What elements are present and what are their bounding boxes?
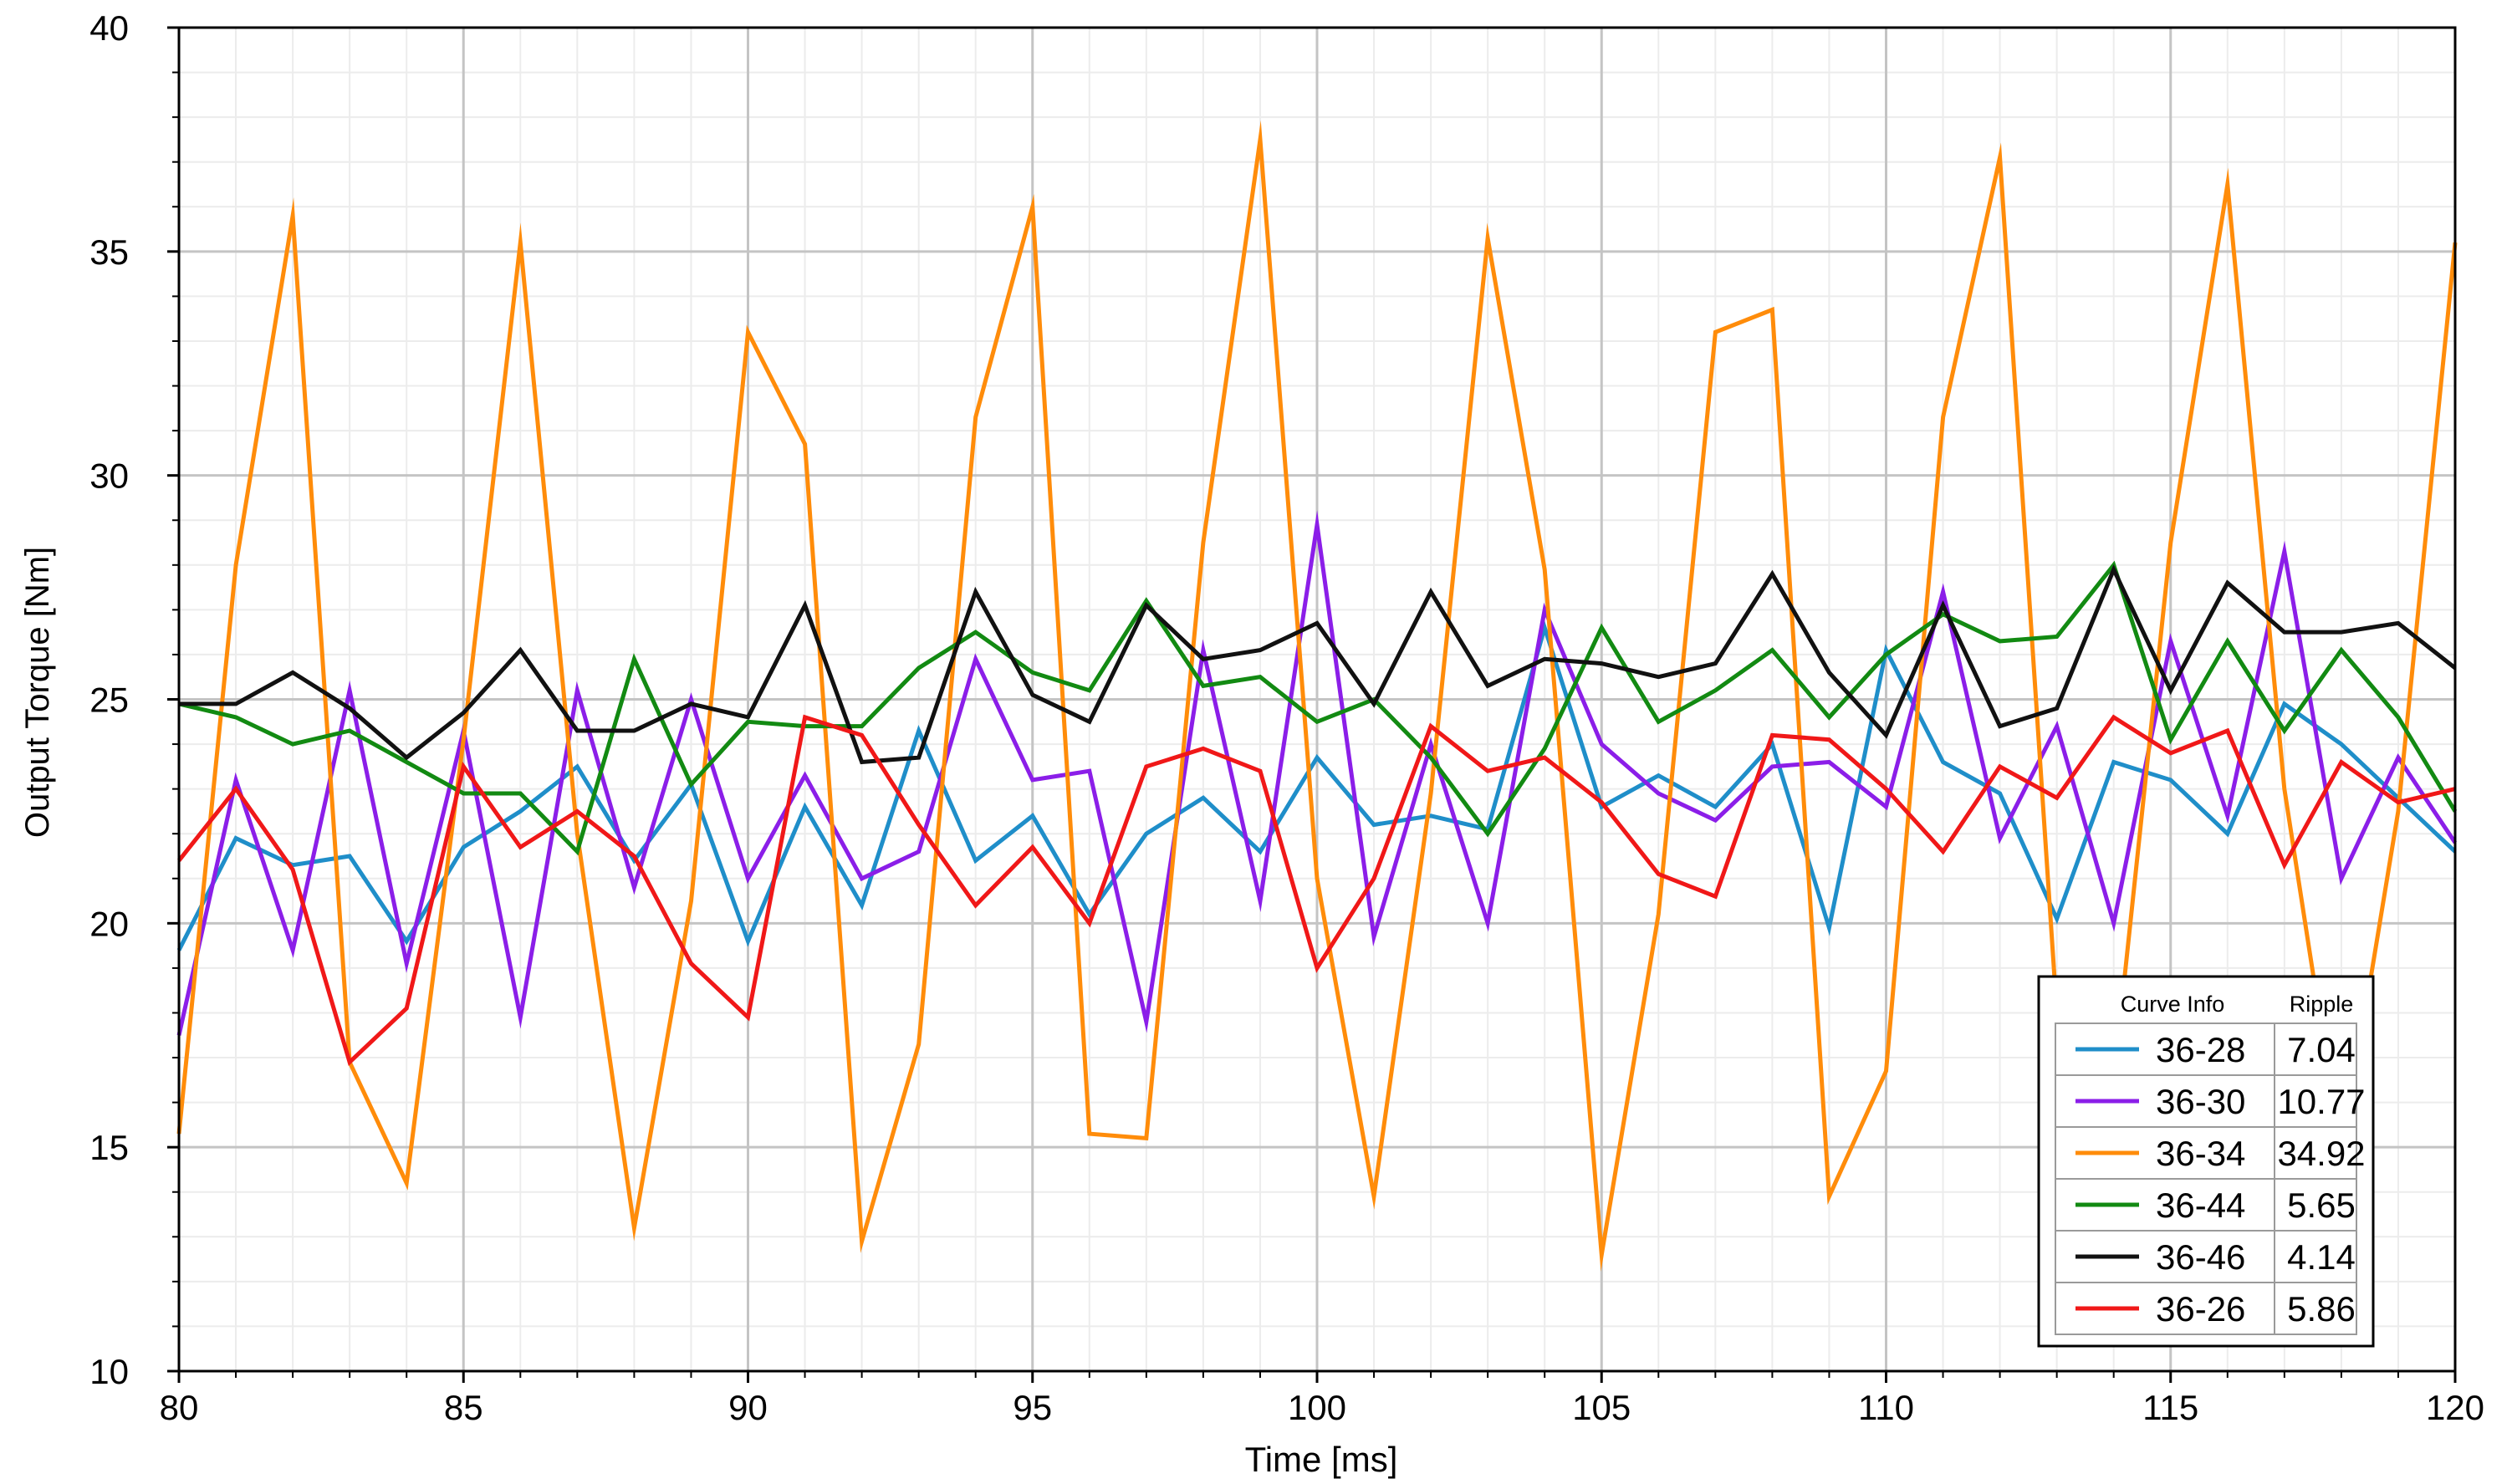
y-tick-label: 20 (89, 904, 129, 943)
y-tick-label: 25 (89, 681, 129, 720)
series-line-36-26 (177, 714, 2456, 1067)
legend-ripple-36-30: 10.77 (2277, 1082, 2365, 1121)
series-line-36-30 (176, 510, 2458, 1036)
y-tick-label: 40 (89, 8, 129, 48)
legend-label-36-26: 36-26 (2156, 1289, 2245, 1328)
legend-ripple-36-46: 4.14 (2287, 1237, 2356, 1277)
x-tick-label: 80 (160, 1388, 199, 1427)
series-line-36-46 (179, 564, 2457, 765)
legend-ripple-36-28: 7.04 (2287, 1030, 2356, 1069)
legend-label-36-30: 36-30 (2156, 1082, 2245, 1121)
legend-rows: 36-28 7.04 36-30 10.77 36-34 34.92 36-44 5.65 36… (2055, 1022, 2366, 1335)
legend-box (2037, 975, 2375, 1348)
legend-label-36-34: 36-34 (2156, 1134, 2245, 1173)
y-tick-label: 15 (89, 1128, 129, 1167)
x-tick-label: 120 (2426, 1388, 2484, 1427)
x-tick-label: 95 (1013, 1388, 1052, 1427)
legend-label-36-44: 36-44 (2156, 1186, 2245, 1225)
legend-header-curve: Curve Info (2121, 992, 2225, 1017)
x-tick-label: 105 (1572, 1388, 1631, 1427)
x-tick-label: 110 (1858, 1388, 1914, 1427)
x-tick-label: 85 (444, 1388, 483, 1427)
y-tick-label: 10 (89, 1352, 129, 1391)
x-tick-label: 90 (728, 1388, 768, 1427)
x-tick-label: 100 (1288, 1388, 1346, 1427)
x-axis-label: Time [ms] (1245, 1440, 1398, 1479)
series-line-36-44 (178, 560, 2458, 856)
legend-ripple-36-44: 5.65 (2287, 1186, 2356, 1225)
axis-ticks: 80 85 90 95 100 105 110 115 120 10 15 20 25 30 35 40 (89, 8, 2484, 1427)
legend-ripple-36-34: 34.92 (2277, 1134, 2365, 1173)
x-tick-label: 115 (2142, 1388, 2198, 1427)
legend-label-36-28: 36-28 (2156, 1030, 2245, 1069)
major-grid (179, 28, 2455, 1371)
y-tick-label: 35 (89, 232, 129, 272)
legend-header-ripple: Ripple (2290, 992, 2354, 1017)
y-axis-label: Output Torque [Nm] (19, 547, 56, 838)
legend-ripple-36-26: 5.86 (2287, 1289, 2356, 1328)
y-tick-label: 30 (89, 456, 129, 496)
series-line-36-28 (176, 620, 2457, 951)
legend-label-36-46: 36-46 (2156, 1237, 2245, 1277)
